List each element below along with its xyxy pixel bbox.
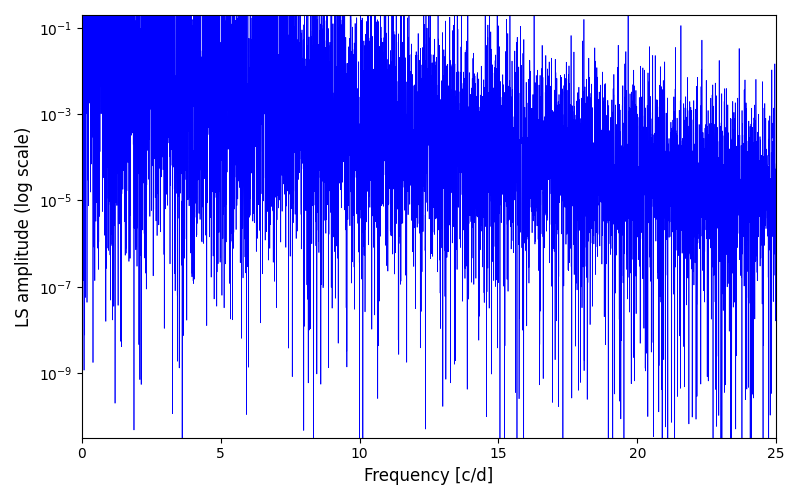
Y-axis label: LS amplitude (log scale): LS amplitude (log scale) — [15, 126, 33, 326]
X-axis label: Frequency [c/d]: Frequency [c/d] — [364, 467, 494, 485]
